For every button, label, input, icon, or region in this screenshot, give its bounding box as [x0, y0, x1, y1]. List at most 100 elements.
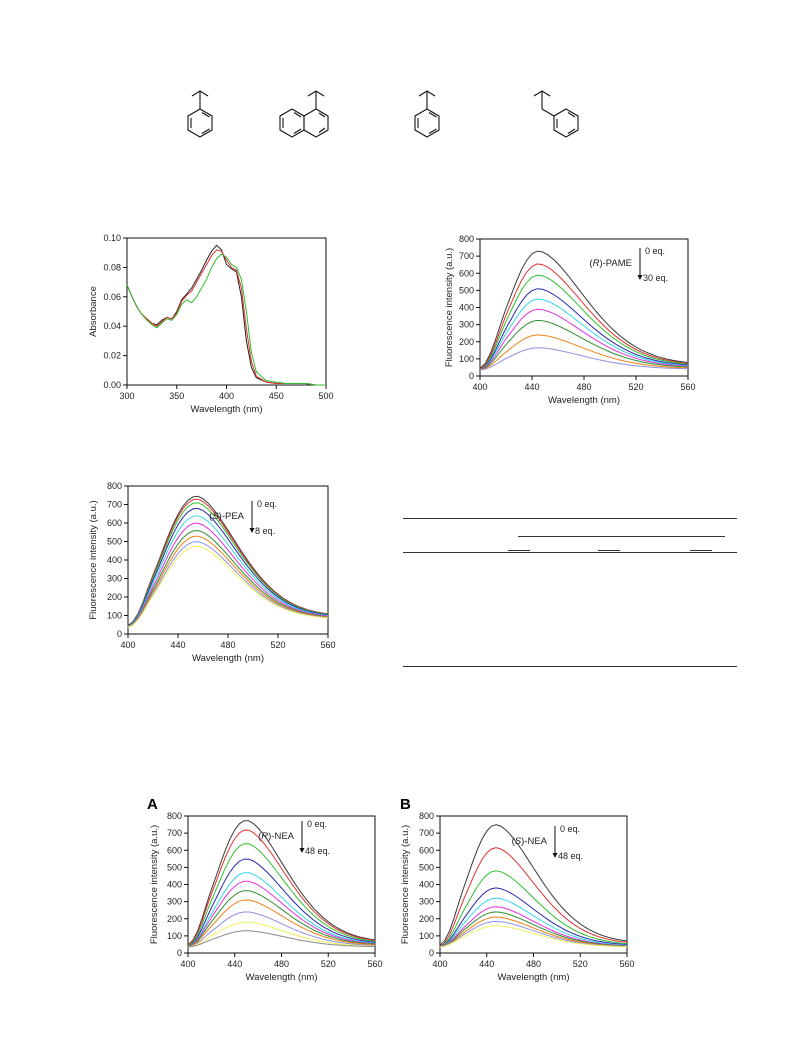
y-tick-label: 700 — [459, 251, 474, 261]
y-tick-label: 0.02 — [103, 351, 121, 361]
y-tick-label: 400 — [459, 303, 474, 313]
series-line-2 — [127, 498, 329, 627]
y-tick-label: 200 — [167, 914, 182, 924]
spea-fluorescence-chart: 400 440 480 520 560 0 100 200 300 400 500 600 700 800… — [88, 481, 336, 664]
x-axis-label: Wavelength (nm) — [498, 972, 570, 983]
x-tick-label: 520 — [628, 382, 643, 392]
x-tick-label: 450 — [269, 391, 284, 401]
x-tick-label: 480 — [274, 959, 289, 969]
x-tick-label: 440 — [524, 382, 539, 392]
y-tick-label: 100 — [419, 931, 434, 941]
series-line-5 — [127, 515, 329, 628]
x-tick-label: 480 — [220, 640, 235, 650]
x-tick-label: 440 — [479, 959, 494, 969]
analyte-label: (S)-PEA — [209, 511, 245, 522]
analyte-label: (R)-NEA — [258, 831, 295, 842]
series-line-3 — [479, 274, 689, 371]
y-tick-label: 600 — [419, 845, 434, 855]
y-tick-label: 300 — [167, 897, 182, 907]
x-tick-label: 520 — [321, 959, 336, 969]
y-tick-label: 0 — [177, 948, 182, 958]
series-line-10 — [439, 925, 628, 948]
x-tick-label: 400 — [120, 640, 135, 650]
x-tick-label: 400 — [472, 382, 487, 392]
x-axis-label: Wavelength (nm) — [548, 395, 620, 406]
y-tick-label: 800 — [167, 811, 182, 821]
table-bottom-rule — [403, 666, 737, 667]
y-tick-label: 0.04 — [103, 321, 121, 331]
y-tick-label: 0.08 — [103, 262, 121, 272]
x-tick-label: 500 — [318, 391, 333, 401]
series-line-1 — [439, 824, 628, 946]
x-tick-label: 480 — [576, 382, 591, 392]
table-group-rule — [518, 536, 725, 537]
y-tick-label: 700 — [419, 828, 434, 838]
arrow-head — [637, 275, 643, 280]
y-tick-label: 500 — [107, 537, 122, 547]
series-line-8 — [187, 899, 376, 948]
y-tick-label: 100 — [167, 931, 182, 941]
y-tick-label: 300 — [459, 320, 474, 330]
table-top-rule — [403, 518, 737, 519]
y-axis-label: Fluorescence intensity (a.u.) — [149, 825, 160, 944]
x-tick-label: 560 — [367, 959, 382, 969]
x-tick-label: 400 — [180, 959, 195, 969]
table-subrule-3 — [690, 550, 712, 551]
series-line-5 — [439, 897, 628, 948]
x-tick-label: 400 — [432, 959, 447, 969]
y-tick-label: 0 — [117, 629, 122, 639]
panel-label-b: B — [400, 796, 411, 813]
series-line-2 — [479, 263, 689, 370]
x-axis-label: Wavelength (nm) — [191, 404, 263, 415]
analyte-label: (S)-NEA — [512, 836, 548, 847]
y-tick-label: 500 — [419, 862, 434, 872]
equivalents-end-label: 8 eq. — [255, 526, 275, 536]
series-line-4 — [479, 288, 689, 371]
series-line-7 — [127, 529, 329, 628]
series-line-8 — [127, 535, 329, 628]
series-line-2 — [439, 847, 628, 948]
y-tick-label: 200 — [107, 592, 122, 602]
series-line-9 — [479, 347, 689, 371]
series-line-3 — [127, 502, 329, 627]
y-tick-label: 0 — [429, 948, 434, 958]
y-tick-label: 0.06 — [103, 292, 121, 302]
equivalents-end-label: 30 eq. — [643, 273, 668, 283]
series-line-6 — [187, 880, 376, 948]
table-subrule-1 — [508, 550, 530, 551]
equivalents-end-label: 48 eq. — [558, 851, 583, 861]
rnea-fluorescence-chart: 400 440 480 520 560 0 100 200 300 400 500 600 700 800… — [149, 811, 383, 983]
y-tick-label: 400 — [167, 880, 182, 890]
structure-naphthylethyl — [279, 90, 329, 138]
y-tick-label: 0 — [469, 371, 474, 381]
arrow-head — [299, 848, 305, 853]
series-line-5 — [479, 298, 689, 371]
analyte-label: (R)-PAME — [589, 258, 632, 269]
y-axis-label: Fluorescence intensity (a.u.) — [444, 248, 455, 367]
series-line-2 — [126, 249, 326, 386]
equivalents-end-label: 48 eq. — [305, 846, 330, 856]
y-tick-label: 400 — [419, 880, 434, 890]
rpame-fluorescence-chart: 400 440 480 520 560 0 100 200 300 400 500 600 700 800… — [444, 234, 696, 406]
y-tick-label: 200 — [459, 337, 474, 347]
absorbance-chart: 300 350 400 450 500 0.00 0.02 0.04 0.06 0.08 0.10 W… — [88, 233, 334, 415]
x-tick-label: 560 — [680, 382, 695, 392]
y-tick-label: 400 — [107, 555, 122, 565]
series-line-9 — [439, 920, 628, 948]
series-line-7 — [479, 319, 689, 371]
series-line-3 — [187, 843, 376, 947]
series-line-9 — [127, 541, 329, 628]
x-tick-label: 520 — [573, 959, 588, 969]
y-tick-label: 800 — [419, 811, 434, 821]
y-tick-label: 0.10 — [103, 233, 121, 243]
y-axis-label: Fluorescence intensity (a.u.) — [88, 500, 99, 619]
x-tick-label: 300 — [119, 391, 134, 401]
y-tick-label: 600 — [167, 845, 182, 855]
x-tick-label: 440 — [227, 959, 242, 969]
x-tick-label: 520 — [270, 640, 285, 650]
y-tick-label: 0.00 — [103, 380, 121, 390]
x-tick-label: 350 — [169, 391, 184, 401]
x-axis-label: Wavelength (nm) — [246, 972, 318, 983]
arrow-head — [249, 528, 255, 533]
table-subrule-2 — [598, 550, 620, 551]
